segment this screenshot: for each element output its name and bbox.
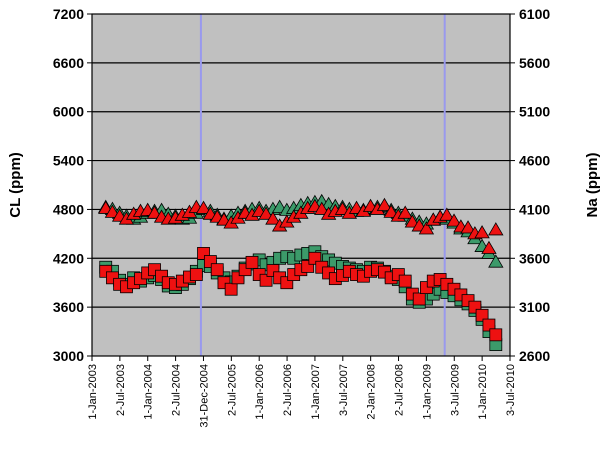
y-left-tick-label: 4200: [53, 250, 84, 266]
x-tick-label: 1-Jan-2007: [310, 364, 322, 420]
plot-border: [91, 13, 511, 357]
red-triangle-series: [98, 197, 504, 254]
x-tick-label: 31-Dec-2004: [198, 364, 210, 428]
x-tick-label: 2-Jul-2006: [282, 364, 294, 416]
y-axis-left-title: CL (ppm): [7, 152, 24, 218]
y-right-tick-label: 5600: [519, 55, 550, 71]
triangle-point: [488, 254, 504, 268]
triangle-point: [460, 220, 476, 234]
square-point: [412, 292, 426, 306]
y-left-tick-label: 5400: [53, 153, 84, 169]
y-left-tick-label: 3600: [53, 299, 84, 315]
x-tick-label: 3-Jul-2010: [505, 364, 517, 416]
triangle-point: [195, 200, 212, 214]
x-tick-label: 2-Jul-2003: [115, 364, 127, 416]
triangle-point: [376, 197, 393, 211]
axes: 7200 6600 6000 5400 4800 4200 3600 3000 6100 5600…: [53, 6, 551, 428]
x-tick-label: 3-Jul-2007: [338, 364, 350, 416]
y-right-tick-label: 3600: [519, 250, 550, 266]
red-square-series: [99, 246, 503, 342]
triangle-point: [397, 205, 413, 219]
triangle-point: [314, 201, 330, 215]
square-point: [398, 274, 412, 288]
triangle-point: [446, 213, 462, 227]
x-tick-label: 3-Jul-2009: [449, 364, 461, 416]
square-point: [245, 255, 259, 269]
y-left-tick-label: 6000: [53, 104, 84, 120]
square-point: [475, 308, 489, 322]
x-tick-label: 2-Jul-2004: [171, 364, 183, 416]
x-tick-label: 1-Jan-2006: [254, 364, 266, 420]
y-right-tick-label: 6100: [519, 6, 550, 22]
square-point: [482, 318, 496, 332]
square-point: [489, 328, 503, 342]
y-left-tick-label: 7200: [53, 6, 84, 22]
triangle-point: [265, 211, 281, 225]
triangle-point: [104, 204, 121, 218]
square-point: [224, 282, 238, 296]
triangle-point: [481, 240, 497, 254]
y-left-tick-label: 4800: [53, 201, 84, 217]
y-axis-right-title: Na (ppm): [584, 153, 601, 218]
y-left-tick-label: 3000: [53, 348, 84, 364]
y-left-tick-label: 6600: [53, 55, 84, 71]
square-point: [210, 263, 224, 277]
square-point: [189, 268, 203, 281]
plot-area: [92, 14, 510, 356]
data-marks: [98, 193, 504, 352]
triangle-point: [439, 207, 455, 221]
y-right-tick-label: 3100: [519, 299, 550, 315]
triangle-point: [383, 204, 399, 218]
y-right-tick-label: 4100: [519, 201, 550, 217]
triangle-point: [258, 206, 274, 220]
x-tick-label: 2-Jan-2008: [366, 364, 378, 420]
square-point: [259, 273, 273, 287]
triangle-point: [488, 222, 504, 236]
y-right-tick-label: 4600: [519, 153, 550, 169]
vertical-markers: [199, 14, 446, 356]
x-tick-label: 2-Jul-2008: [394, 364, 406, 416]
x-tick-label: 2-Jul-2005: [226, 364, 238, 416]
x-tick-label: 1-Jan-2010: [477, 364, 489, 420]
x-tick-label: 1-Jan-2004: [143, 364, 155, 420]
triangle-point: [474, 225, 490, 239]
y-right-tick-label: 2600: [519, 348, 550, 364]
y-right-tick-label: 5100: [519, 104, 550, 120]
x-tick-label: 1-Jan-2009: [421, 364, 433, 420]
triangle-point: [418, 221, 435, 235]
triangle-point: [146, 205, 163, 219]
x-tick-label: 1-Jan-2003: [87, 364, 99, 420]
